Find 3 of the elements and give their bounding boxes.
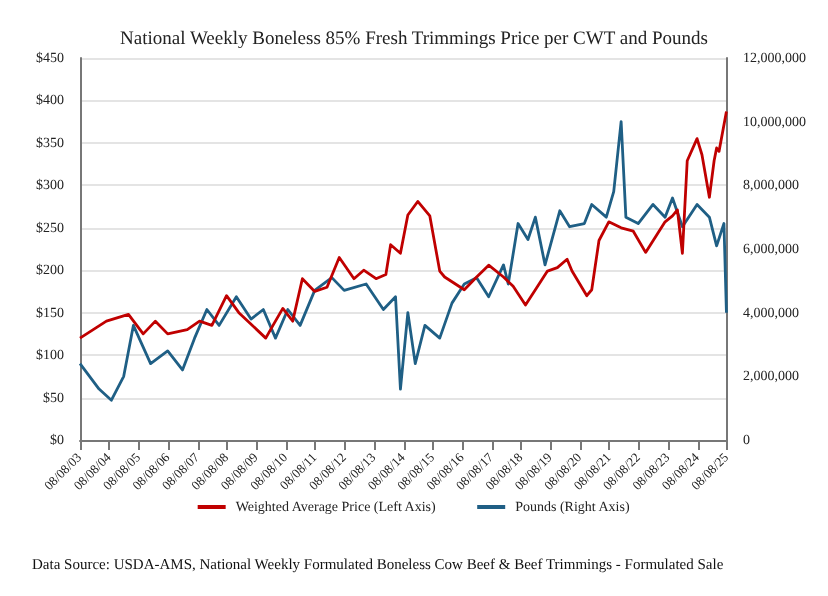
line-series [78, 110, 728, 340]
line-series [78, 120, 728, 402]
chart-title: National Weekly Boneless 85% Fresh Trimmings Price per CWT and Pounds [120, 30, 709, 50]
